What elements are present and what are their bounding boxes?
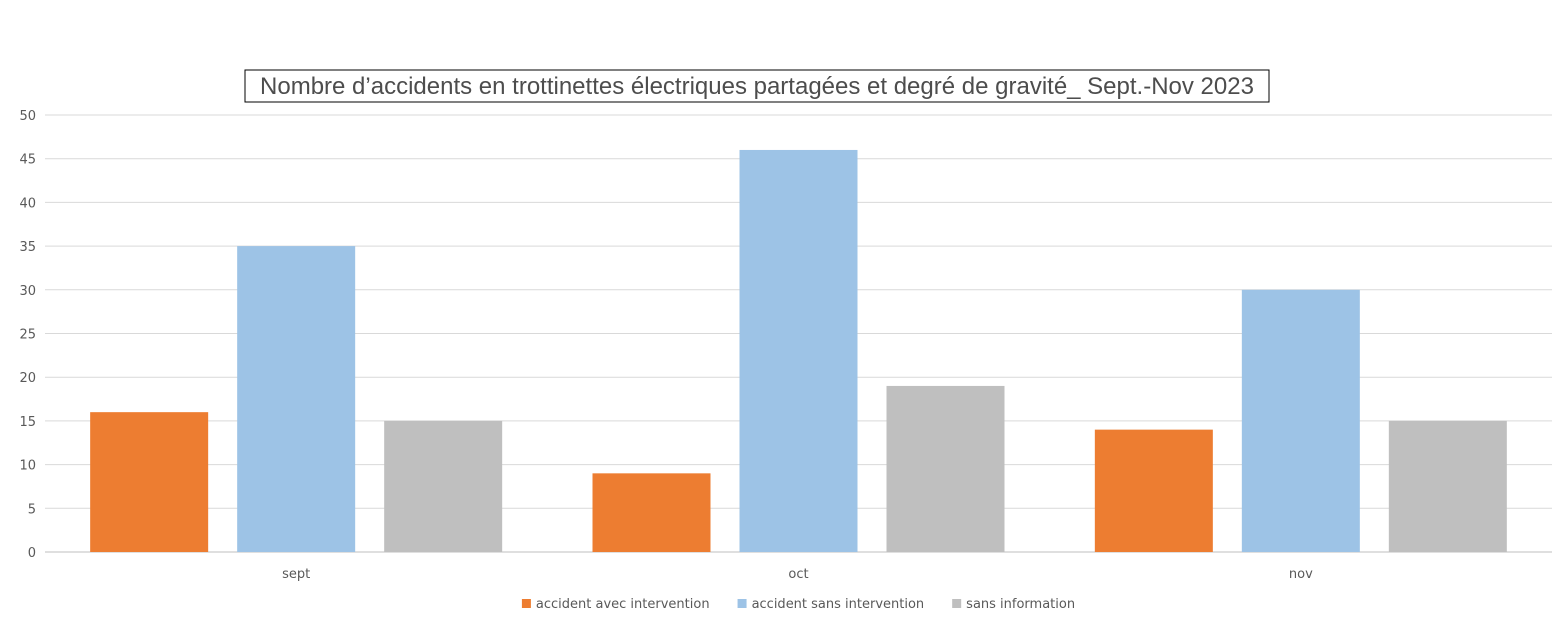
y-tick-label: 25 bbox=[19, 328, 36, 343]
x-axis: sept oct nov bbox=[282, 567, 1313, 582]
y-tick-label: 30 bbox=[19, 284, 36, 299]
category-label-sept: sept bbox=[282, 567, 310, 582]
bar-oct-series-3 bbox=[886, 385, 1005, 552]
category-label-oct: oct bbox=[788, 567, 808, 582]
bar-nov-series-3 bbox=[1388, 420, 1507, 552]
chart-title-box bbox=[244, 69, 1270, 103]
y-tick-label: 0 bbox=[28, 546, 36, 561]
category-label-nov: nov bbox=[1289, 567, 1313, 582]
legend-item: sans information bbox=[952, 597, 1075, 612]
legend-swatch bbox=[521, 599, 531, 608]
chart-title-group: Nombre d’accidents en trottinettes élect… bbox=[244, 69, 1270, 103]
legend-swatch bbox=[737, 599, 747, 608]
y-tick-label: 20 bbox=[19, 371, 36, 386]
bar-sept-series-3 bbox=[384, 420, 503, 552]
bar-oct-series-2 bbox=[739, 149, 858, 552]
bar-oct-series-1 bbox=[592, 473, 711, 552]
y-axis-ticks: 0 5 10 15 20 25 30 35 40 45 50 bbox=[19, 109, 36, 561]
y-tick-label: 50 bbox=[19, 109, 36, 124]
y-tick-label: 5 bbox=[28, 502, 36, 517]
y-tick-label: 45 bbox=[19, 153, 36, 168]
legend-swatch bbox=[952, 599, 962, 608]
y-tick-label: 10 bbox=[19, 459, 36, 474]
chart-title: Nombre d’accidents en trottinettes élect… bbox=[260, 73, 1254, 100]
bars bbox=[90, 149, 1507, 552]
bar-nov-series-1 bbox=[1094, 429, 1213, 552]
y-tick-label: 15 bbox=[19, 415, 36, 430]
bar-sept-series-2 bbox=[237, 246, 356, 552]
legend-label: accident sans intervention bbox=[752, 597, 925, 612]
legend-item: accident sans intervention bbox=[737, 597, 925, 612]
legend-label: accident avec intervention bbox=[536, 597, 710, 612]
legend-item: accident avec intervention bbox=[521, 597, 710, 612]
legend-label: sans information bbox=[966, 597, 1075, 612]
bar-sept-series-1 bbox=[90, 412, 209, 552]
y-tick-label: 35 bbox=[19, 240, 36, 255]
bar-nov-series-2 bbox=[1241, 289, 1360, 552]
legend: accident avec intervention accident sans … bbox=[521, 597, 1075, 612]
y-tick-label: 40 bbox=[19, 196, 36, 211]
